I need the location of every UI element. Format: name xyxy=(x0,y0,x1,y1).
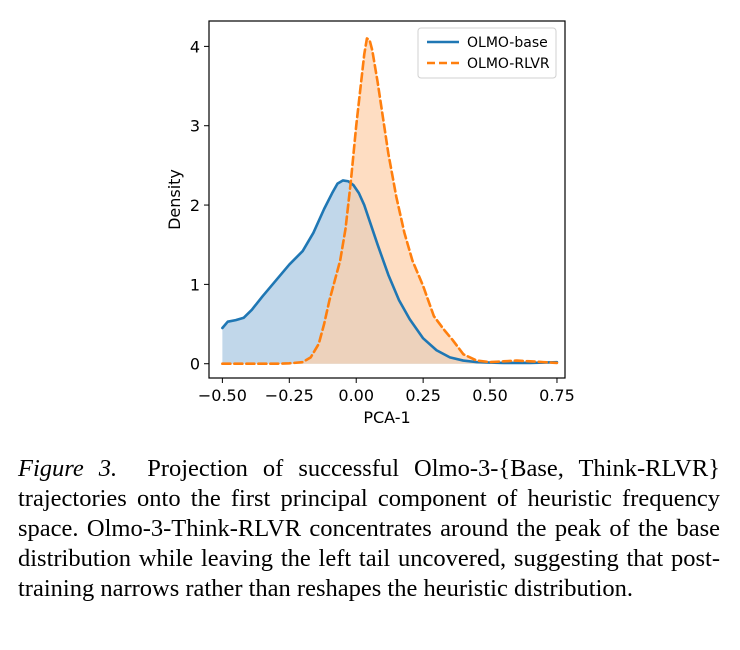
figure-label: Figure 3. xyxy=(18,455,118,482)
y-tick-label: 1 xyxy=(190,275,200,294)
caption-text: Projection of successful Olmo-3-{Base, T… xyxy=(18,455,721,602)
y-tick-label: 3 xyxy=(190,117,200,136)
plot-frame xyxy=(208,20,566,379)
olmo-rlvr-line xyxy=(221,37,559,366)
x-tick-label: 0.00 xyxy=(338,386,374,405)
legend-box xyxy=(417,27,557,79)
y-axis-label: Density xyxy=(165,169,184,230)
legend: OLMO-base OLMO-RLVR xyxy=(417,27,557,79)
olmo-rlvr-area xyxy=(222,38,557,364)
figure-caption: Figure 3. Projection of successful Olmo-… xyxy=(18,454,720,604)
x-tick-label: 0.50 xyxy=(472,386,508,405)
y-tick-label: 4 xyxy=(190,37,200,56)
y-tick-label: 2 xyxy=(190,196,200,215)
olmo-base-legend-label: OLMO-base xyxy=(467,35,548,51)
density-plot: −0.50 −0.25 0.00 0.25 0.50 0.75 0 1 2 3 4 PCA-1 D… xyxy=(165,20,575,427)
olmo-base-area xyxy=(222,180,557,364)
y-tick-label: 0 xyxy=(190,355,200,374)
x-axis: −0.50 −0.25 0.00 0.25 0.50 0.75 xyxy=(198,378,575,405)
olmo-rlvr-legend-label: OLMO-RLVR xyxy=(467,56,550,72)
density-areas xyxy=(222,38,557,364)
y-axis: 0 1 2 3 4 xyxy=(190,37,209,374)
x-tick-label: 0.75 xyxy=(539,386,575,405)
x-tick-label: −0.50 xyxy=(198,386,247,405)
x-tick-label: 0.25 xyxy=(405,386,441,405)
density-lines xyxy=(221,37,559,366)
x-tick-label: −0.25 xyxy=(265,386,314,405)
x-axis-label: PCA-1 xyxy=(363,408,410,427)
